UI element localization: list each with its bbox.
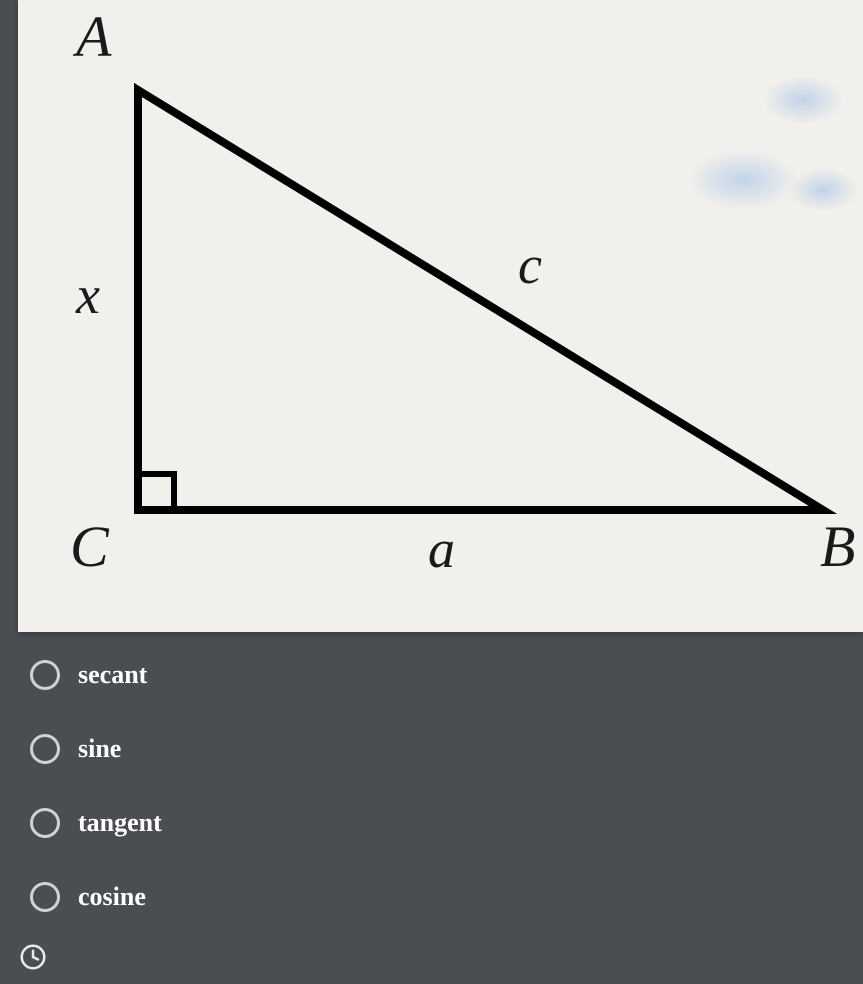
timer-button[interactable]	[18, 942, 48, 972]
side-label-c: c	[518, 238, 542, 292]
answer-options: secant sine tangent cosine	[30, 660, 162, 912]
option-label: secant	[78, 660, 147, 690]
side-label-x: x	[76, 268, 100, 322]
radio-icon	[30, 808, 60, 838]
option-secant[interactable]: secant	[30, 660, 162, 690]
vertex-label-B: B	[820, 518, 855, 576]
option-cosine[interactable]: cosine	[30, 882, 162, 912]
option-label: tangent	[78, 808, 162, 838]
radio-icon	[30, 734, 60, 764]
clock-icon	[18, 942, 48, 972]
option-sine[interactable]: sine	[30, 734, 162, 764]
option-label: sine	[78, 734, 121, 764]
right-angle-marker	[138, 474, 174, 510]
vertex-label-A: A	[76, 8, 111, 66]
vertex-label-C: C	[70, 518, 109, 576]
side-label-a: a	[428, 522, 455, 576]
triangle-outline	[138, 90, 823, 510]
option-tangent[interactable]: tangent	[30, 808, 162, 838]
radio-icon	[30, 660, 60, 690]
radio-icon	[30, 882, 60, 912]
option-label: cosine	[78, 882, 146, 912]
geometry-figure: A B C x c a	[18, 0, 863, 632]
